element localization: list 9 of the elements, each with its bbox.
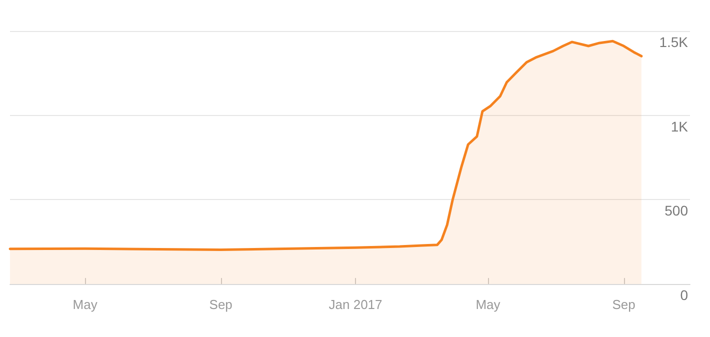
x-tick-label: Jan 2017 (328, 297, 382, 312)
y-tick-label: 1K (670, 118, 689, 134)
x-tick-label: May (476, 297, 501, 312)
y-tick-label: 0 (680, 287, 688, 303)
x-tick-label: May (72, 297, 98, 312)
y-tick-label: 1.5K (659, 34, 689, 50)
x-tick-label: Sep (612, 297, 636, 312)
y-tick-label: 500 (664, 202, 688, 219)
x-tick-label: Sep (209, 297, 232, 312)
